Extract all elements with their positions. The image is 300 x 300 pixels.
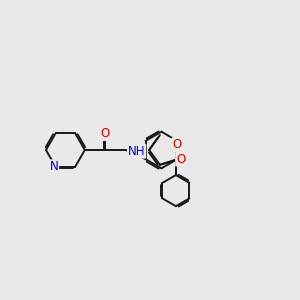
Text: NH: NH bbox=[128, 145, 145, 158]
Text: O: O bbox=[101, 127, 110, 140]
Text: O: O bbox=[176, 153, 185, 166]
Text: N: N bbox=[50, 160, 58, 173]
Text: O: O bbox=[172, 138, 182, 151]
